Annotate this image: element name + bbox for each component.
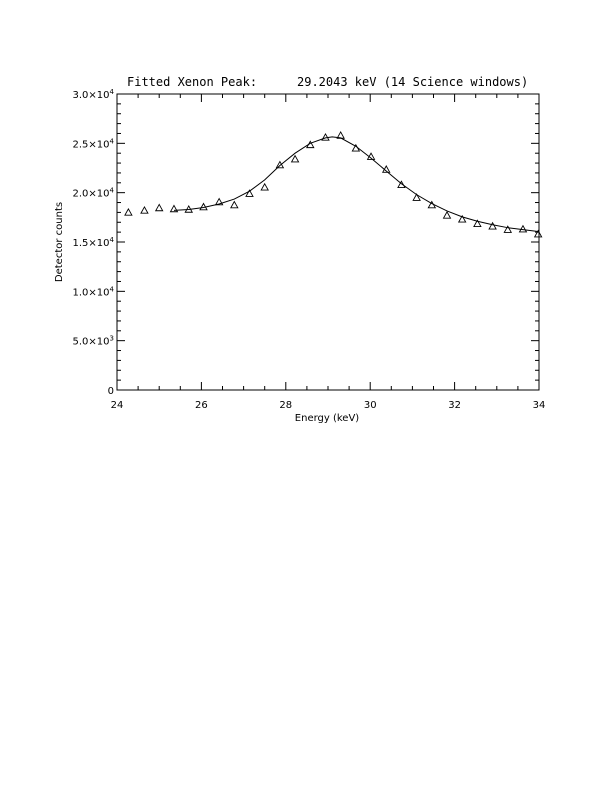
- data-point: [140, 206, 149, 214]
- fit-curve: [173, 136, 540, 233]
- data-point: [260, 182, 269, 191]
- data-point: [518, 224, 528, 233]
- data-point: [290, 154, 300, 163]
- y-tick-label: 3.0×104: [73, 88, 115, 101]
- x-tick-label: 24: [111, 400, 124, 411]
- chart-title: Fitted Xenon Peak:: [127, 75, 257, 89]
- y-tick-label: 0: [108, 386, 114, 397]
- data-points: [124, 131, 543, 238]
- data-point: [199, 202, 208, 211]
- data-point: [154, 203, 164, 212]
- chart-subtitle: 29.2043 keV (14 Science windows): [297, 75, 528, 89]
- data-point: [457, 214, 467, 223]
- x-tick-label: 32: [448, 400, 461, 411]
- x-tick-label: 30: [364, 400, 377, 411]
- y-tick-labels: 0 5.0×103 1.0×104 1.5×104 2.0×104 2.5×104 3.0×…: [73, 88, 115, 397]
- y-tick-label: 5.0×103: [73, 335, 114, 348]
- data-point: [503, 225, 513, 233]
- data-point: [124, 207, 133, 216]
- y-tick-label: 1.5×104: [73, 236, 115, 249]
- data-point: [336, 131, 345, 139]
- data-point: [381, 165, 391, 173]
- y-tick-label: 2.0×104: [73, 187, 115, 200]
- x-tick-label: 26: [195, 400, 208, 411]
- data-point: [230, 200, 239, 209]
- x-axis-title: Energy (keV): [295, 413, 360, 424]
- data-point: [488, 221, 497, 230]
- data-point: [366, 152, 376, 160]
- minor-ticks: [117, 94, 539, 390]
- fit-curve-group: [173, 136, 540, 233]
- data-point: [533, 229, 543, 238]
- y-tick-label: 2.5×104: [73, 137, 115, 150]
- data-point: [214, 197, 224, 206]
- data-point: [275, 160, 285, 169]
- y-tick-label: 1.0×104: [73, 285, 115, 298]
- data-point: [351, 143, 361, 152]
- x-tick-label: 28: [279, 400, 292, 411]
- y-axis-title: Detector counts: [54, 202, 65, 282]
- data-point: [442, 210, 452, 219]
- data-point: [184, 205, 194, 213]
- data-point: [169, 204, 179, 213]
- x-tick-labels: 24 26 28 30 32 34: [111, 400, 546, 411]
- data-point: [427, 200, 437, 209]
- data-point: [397, 180, 406, 189]
- data-point: [473, 219, 482, 227]
- data-point: [412, 193, 421, 201]
- x-tick-label: 34: [533, 400, 546, 411]
- data-point: [245, 189, 254, 197]
- major-ticks: [116, 93, 540, 391]
- data-point: [321, 132, 330, 141]
- data-point: [306, 140, 315, 149]
- plot-frame-group: [116, 93, 540, 391]
